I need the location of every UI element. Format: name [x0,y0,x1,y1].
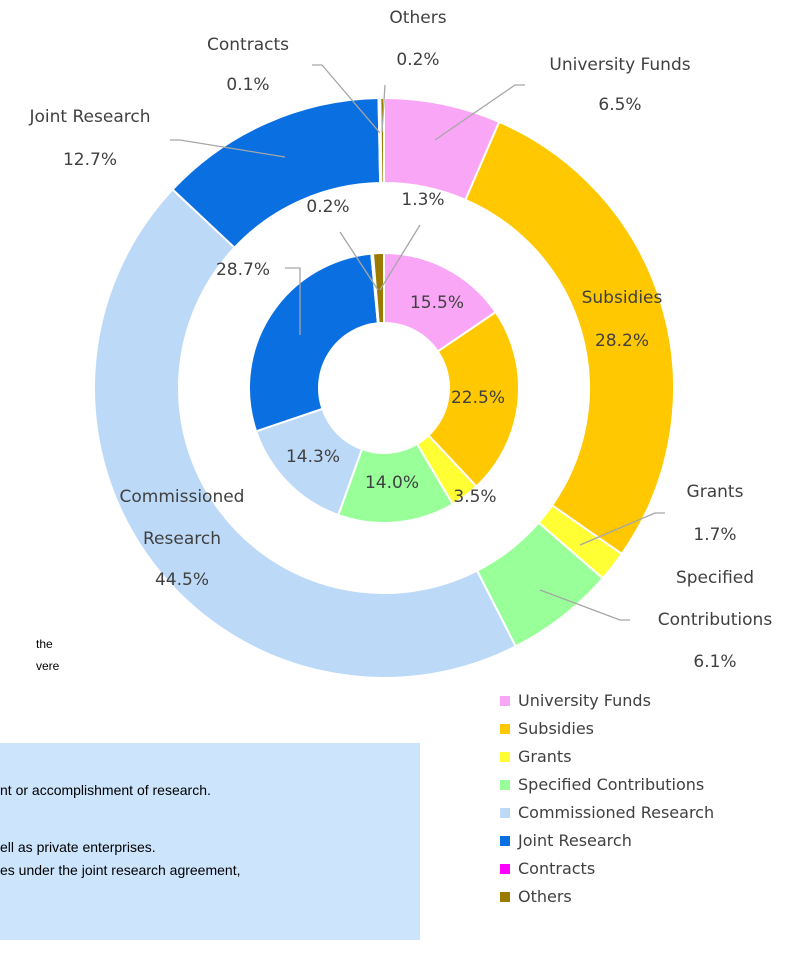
leader-line [339,231,379,291]
legend-item: Contracts [500,859,595,878]
legend-item: Others [500,887,572,906]
legend-swatch [500,835,510,846]
donut-segment [248,252,379,433]
value-label: 1.3% [401,190,445,210]
value-label: 3.5% [453,487,497,507]
value-label: 14.3% [285,447,341,467]
legend-swatch [500,723,510,734]
legend-swatch [500,863,510,874]
donut-segment [371,251,385,325]
value-label: 6.1% [693,652,737,672]
box-text: es under the joint research agreement, [0,862,241,878]
donut-segment [464,120,675,556]
legend-item: Subsidies [500,719,594,738]
category-label: University Funds [549,55,691,75]
legend-item: Grants [500,747,572,766]
category-label: Grants [686,482,744,502]
value-label: 22.5% [450,388,506,408]
legend-label: Contracts [518,859,596,878]
legend-label: Joint Research [518,831,632,850]
value-label: 0.1% [226,75,270,95]
legend-item: Joint Research [500,831,632,850]
note-text: the [36,637,53,651]
value-label: 6.5% [598,95,642,115]
note-text: vere [36,659,60,673]
donut-segment [427,310,520,488]
legend-item: Specified Contributions [500,775,704,794]
leader-line [539,589,630,621]
value-label: 28.2% [594,331,650,351]
leader-line [579,512,665,546]
legend-label: Others [518,887,572,906]
leader-line [379,224,421,291]
value-label: 12.7% [62,150,118,170]
leader-line [170,139,286,158]
legend-swatch [500,891,510,902]
value-label: 0.2% [306,197,350,217]
category-label: Subsidies [581,288,663,308]
legend-label: Commissioned Research [518,803,715,822]
legend-label: Subsidies [518,719,595,738]
leader-line [312,64,381,134]
leader-line [434,84,525,141]
value-label: 1.7% [693,525,737,545]
category-label: Commissioned Research [119,487,245,549]
box-text: ell as private enterprises. [0,839,156,855]
category-label: Others [389,8,447,28]
legend-swatch [500,695,510,706]
category-label: Joint Research [29,107,151,127]
category-label: Specified Contributions [657,568,773,630]
value-label: 0.2% [396,50,440,70]
value-label: 14.0% [364,473,420,493]
value-label: 15.5% [409,293,465,313]
legend-label: Specified Contributions [518,775,705,794]
donut-segment [93,188,518,679]
value-label: 28.7% [215,260,271,280]
legend-swatch [500,779,510,790]
legend-item: University Funds [500,691,651,710]
box-text: nt or accomplishment of research. [0,782,211,798]
category-label: Contracts [207,35,289,55]
value-label: 44.5% [154,570,210,590]
legend-swatch [500,751,510,762]
note-box [0,743,420,940]
legend-label: Grants [518,747,572,766]
leader-line [285,267,301,335]
legend-label: University Funds [518,691,651,710]
legend-swatch [500,807,510,818]
leader-line [381,84,386,133]
legend-item: Commissioned Research [500,803,714,822]
